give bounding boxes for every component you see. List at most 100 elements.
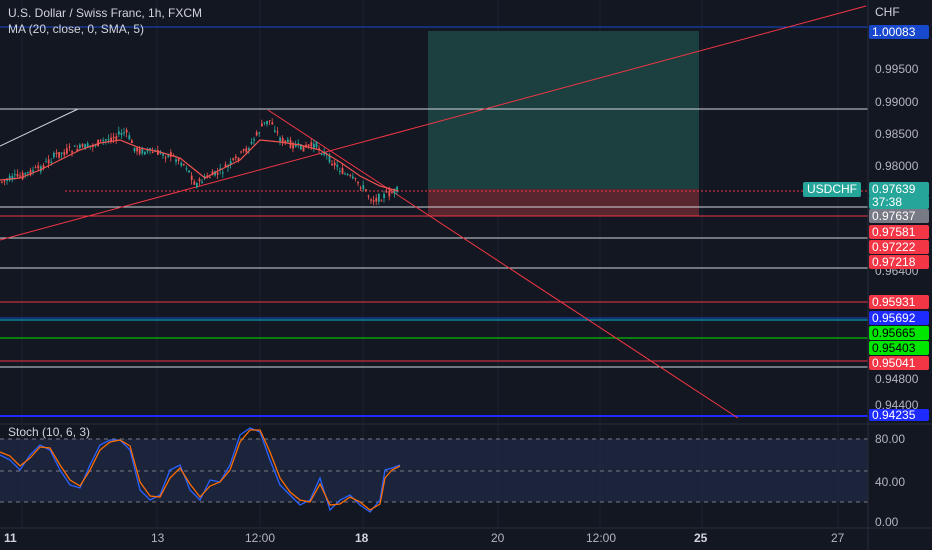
price-tag[interactable]: 0.97218	[869, 255, 929, 269]
candle-body	[380, 200, 383, 202]
candle-body	[6, 179, 8, 181]
candle-body	[68, 146, 71, 148]
candle-body	[94, 145, 97, 147]
candle-body	[55, 152, 58, 154]
candle-body	[383, 193, 385, 198]
candle-body	[123, 132, 125, 134]
candle-body	[21, 172, 24, 180]
price-tag[interactable]: 0.97222	[869, 240, 929, 254]
candle-body	[362, 185, 365, 190]
candle-body	[47, 159, 50, 164]
candle-body	[151, 151, 154, 153]
profit-zone[interactable]	[428, 31, 699, 189]
stoch-levels	[0, 438, 868, 503]
symbol-price-tag[interactable]: USDCHF	[803, 182, 861, 197]
candle-body	[250, 142, 253, 144]
candle-body	[271, 122, 274, 125]
candle-body	[84, 144, 86, 150]
price-tag[interactable]: 0.97581	[869, 225, 929, 239]
candle-body	[372, 200, 375, 202]
candle-body	[336, 164, 339, 167]
candle-body	[258, 132, 261, 134]
candle-body	[102, 140, 105, 142]
price-tag[interactable]: 0.97637	[869, 209, 929, 223]
candle-body	[385, 191, 388, 193]
price-tag[interactable]: 0.94235	[869, 409, 929, 421]
candle-body	[60, 152, 63, 154]
candle-body	[188, 170, 190, 173]
candle-body	[370, 199, 372, 201]
candle-body	[287, 139, 289, 142]
candle-body	[359, 187, 362, 189]
price-axis-label: 0.94400	[875, 398, 919, 412]
price-tag[interactable]: 0.95403	[869, 341, 929, 355]
candle-body	[149, 148, 151, 151]
candle-body	[198, 178, 201, 182]
candle-body	[42, 165, 45, 169]
candle-body	[97, 139, 99, 147]
candle-body	[313, 143, 315, 149]
current-price-tag[interactable]: 0.97639	[869, 182, 929, 196]
candle-body	[339, 170, 341, 172]
price-axis-label: 0.99500	[875, 62, 919, 76]
candle-body	[1, 181, 3, 183]
candle-body	[115, 136, 118, 140]
time-axis-label: 27	[831, 531, 845, 545]
candle-body	[105, 139, 107, 141]
price-tag[interactable]: 0.95665	[869, 326, 929, 340]
stoch-axis-label: 80.00	[875, 432, 906, 446]
stop-zone[interactable]	[428, 189, 699, 216]
price-tag[interactable]: 1.00083	[869, 25, 929, 39]
candle-body	[107, 138, 110, 141]
candle-body	[302, 145, 305, 152]
horizontal-levels[interactable]	[0, 26, 868, 417]
candle-body	[310, 142, 313, 147]
price-tag[interactable]: 0.95931	[869, 295, 929, 309]
candle-body	[357, 181, 359, 184]
time-axis-label: 20	[491, 531, 505, 545]
candle-body	[32, 170, 34, 172]
candle-body	[120, 132, 123, 135]
candle-body	[263, 122, 266, 124]
candle-body	[292, 142, 294, 149]
stoch-indicator-legend[interactable]: Stoch (10, 6, 3)	[8, 425, 91, 439]
candle-body	[354, 177, 357, 179]
candle-body	[255, 132, 258, 136]
candle-body	[34, 167, 37, 169]
candle-body	[279, 137, 281, 142]
candle-body	[375, 197, 378, 202]
candle-body	[307, 144, 310, 147]
candle-body	[170, 152, 172, 157]
candle-body	[378, 193, 380, 202]
candlesticks[interactable]	[1, 118, 398, 206]
candle-body	[14, 174, 16, 176]
stoch-d-line	[0, 429, 401, 511]
candle-body	[99, 139, 102, 141]
candle-body	[396, 186, 398, 193]
candle-body	[16, 173, 19, 177]
candle-body	[248, 148, 250, 151]
candle-body	[53, 152, 55, 158]
ma-indicator-legend[interactable]: MA (20, close, 0, SMA, 5)	[8, 22, 145, 36]
candle-body	[144, 151, 146, 155]
time-axis-label: 12:00	[245, 531, 276, 545]
candle-body	[131, 140, 133, 144]
candle-body	[133, 147, 136, 152]
candle-body	[391, 192, 393, 194]
candle-body	[27, 172, 29, 174]
time-axis-label: 25	[694, 531, 708, 545]
candle-body	[219, 168, 222, 170]
price-axis-label: 0.99000	[875, 95, 919, 109]
candle-body	[11, 175, 14, 180]
candle-body	[209, 177, 211, 179]
candle-body	[328, 154, 331, 163]
moving-average-line	[0, 139, 399, 192]
candle-body	[352, 176, 354, 179]
price-tag[interactable]: 0.95041	[869, 356, 929, 370]
candle-body	[63, 151, 66, 156]
price-tag[interactable]: 0.95692	[869, 311, 929, 325]
candle-body	[216, 172, 219, 175]
trend-lines[interactable]	[0, 5, 867, 419]
time-axis-label: 18	[355, 531, 369, 545]
